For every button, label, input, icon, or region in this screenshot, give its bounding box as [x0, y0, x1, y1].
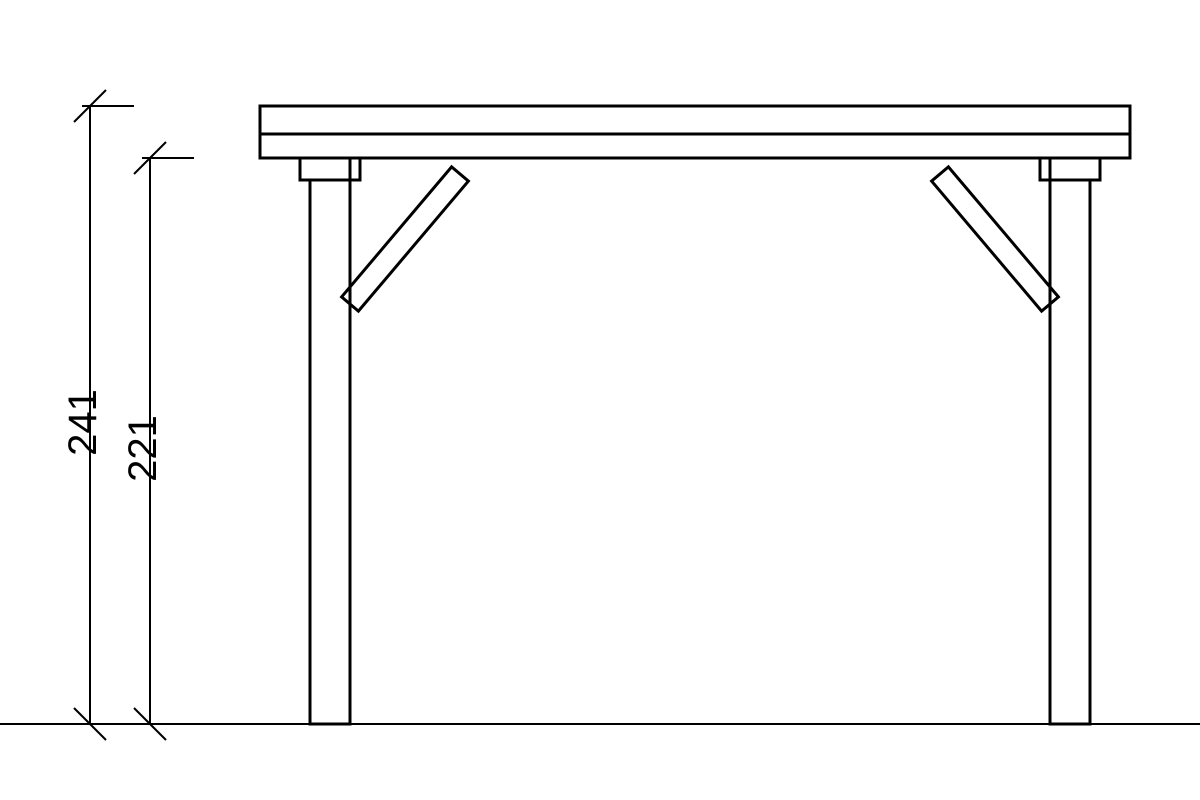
dimension-total-height: 241 [61, 389, 106, 456]
dimension-clear-height: 221 [121, 415, 166, 482]
drawing-canvas: 241 221 [0, 0, 1200, 800]
technical-drawing-svg [0, 0, 1200, 800]
